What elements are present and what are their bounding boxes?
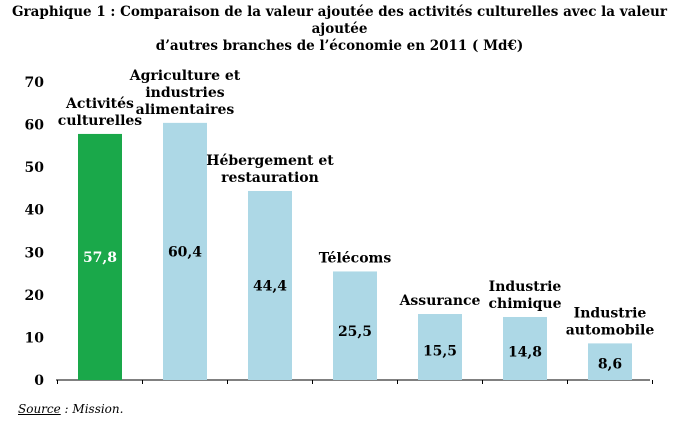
- bar: [503, 316, 547, 380]
- category-label: Industrie: [574, 305, 647, 321]
- data-label: 44,4: [253, 278, 287, 294]
- bar: [588, 343, 632, 380]
- y-tick-label: 30: [25, 245, 45, 261]
- category-label: Industrie: [489, 279, 562, 295]
- y-tick-label: 10: [25, 330, 45, 346]
- chart-title-line-2: d’autres branches de l’économie en 2011 …: [155, 38, 524, 54]
- category-label: Télécoms: [319, 250, 392, 266]
- source-label: Source: [18, 402, 61, 416]
- bar: [163, 122, 207, 381]
- category-label: restauration: [221, 170, 319, 186]
- category-label: Activités: [65, 96, 134, 112]
- category-label: Assurance: [399, 293, 481, 309]
- y-tick-label: 0: [34, 373, 44, 389]
- data-label: 14,8: [508, 345, 542, 361]
- bar: [248, 190, 292, 380]
- category-label: automobile: [566, 322, 655, 338]
- category-label: Agriculture et: [129, 68, 241, 84]
- y-tick-label: 60: [25, 118, 45, 134]
- bar: [333, 271, 377, 380]
- chart-title-line-1: Graphique 1 : Comparaison de la valeur a…: [12, 4, 667, 37]
- category-label: chimique: [488, 296, 561, 312]
- bar: [418, 314, 462, 380]
- category-label: culturelles: [58, 113, 142, 129]
- data-label: 15,5: [423, 343, 457, 359]
- y-tick-label: 50: [25, 160, 45, 176]
- data-label: 60,4: [168, 244, 202, 260]
- category-label: industries: [145, 85, 224, 101]
- data-label: 8,6: [598, 357, 622, 373]
- y-tick-label: 20: [25, 288, 45, 304]
- data-label: 25,5: [338, 324, 372, 340]
- category-label: Hébergement et: [206, 153, 334, 169]
- source-text: : Mission.: [60, 402, 124, 416]
- chart-title: Graphique 1 : Comparaison de la valeur a…: [0, 4, 679, 55]
- y-tick-label: 40: [25, 203, 45, 219]
- bar: [78, 133, 122, 380]
- y-tick-label: 70: [25, 75, 45, 91]
- data-label: 57,8: [83, 250, 117, 266]
- source-note: Source : Mission.: [18, 402, 123, 416]
- category-label: alimentaires: [136, 102, 235, 118]
